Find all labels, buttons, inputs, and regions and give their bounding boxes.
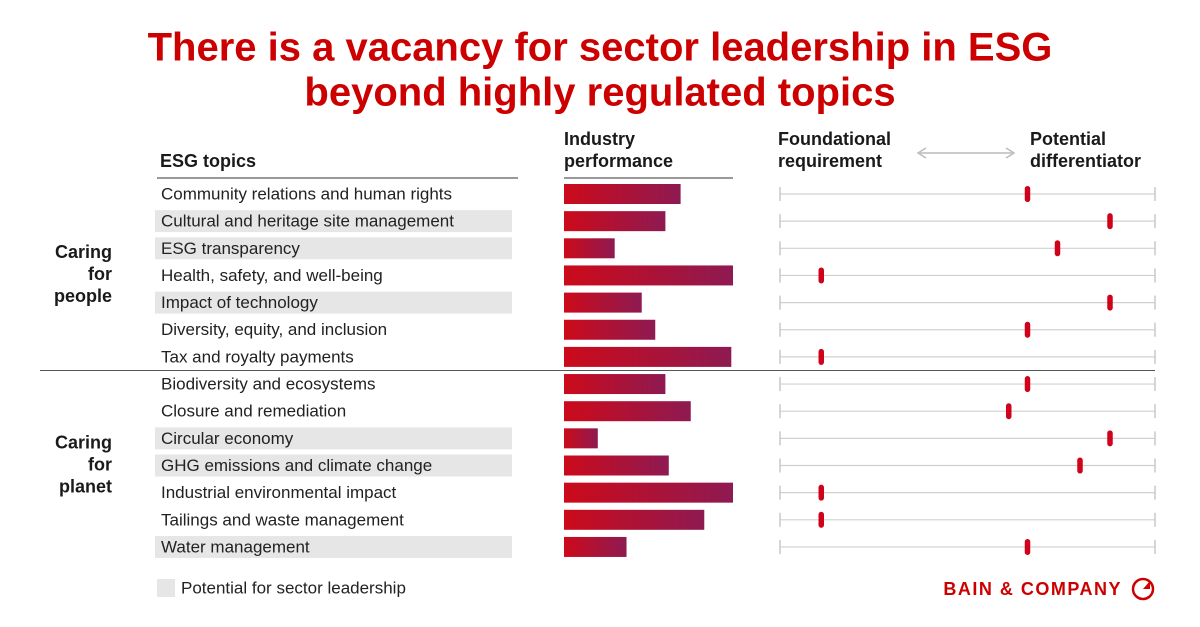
bar xyxy=(564,455,669,476)
bar xyxy=(564,211,666,232)
position-dot xyxy=(1107,294,1113,311)
chart-title: beyond highly regulated topics xyxy=(304,71,895,115)
column-header: Foundational xyxy=(778,129,891,149)
legend-swatch xyxy=(157,579,175,597)
position-dot xyxy=(1024,186,1031,202)
topic-label: GHG emissions and climate change xyxy=(161,456,432,475)
position-dot xyxy=(1024,376,1031,393)
group-label: planet xyxy=(59,476,112,496)
bar xyxy=(564,184,681,204)
position-dot xyxy=(1054,240,1061,257)
topic-label: Tailings and waste management xyxy=(161,510,404,529)
logo: BAIN & COMPANY xyxy=(943,579,1122,599)
group-label: Caring xyxy=(55,242,112,262)
topic-label: Biodiversity and ecosystems xyxy=(161,375,375,394)
bar xyxy=(564,265,733,286)
chart-title: There is a vacancy for sector leadership… xyxy=(148,26,1053,70)
column-header: Potential xyxy=(1030,129,1106,149)
position-dot xyxy=(1024,538,1031,555)
bar xyxy=(564,374,666,395)
bar xyxy=(564,509,705,530)
group-label: people xyxy=(54,286,112,306)
group-label: for xyxy=(88,264,112,284)
column-header: Industry xyxy=(564,129,635,149)
bar xyxy=(564,401,691,422)
topic-label: Industrial environmental impact xyxy=(161,483,397,502)
position-dot xyxy=(818,267,824,284)
position-dot xyxy=(1024,321,1031,338)
topic-label: Diversity, equity, and inclusion xyxy=(161,320,387,339)
position-dot xyxy=(818,484,824,501)
bar xyxy=(564,346,732,367)
bar xyxy=(564,536,627,557)
group-label: for xyxy=(88,454,112,474)
bar xyxy=(564,319,656,340)
bar xyxy=(564,428,598,449)
column-header: performance xyxy=(564,151,673,171)
position-dot xyxy=(1107,430,1113,447)
column-header: differentiator xyxy=(1030,151,1141,171)
topic-label: Cultural and heritage site management xyxy=(161,212,454,231)
highlight xyxy=(155,291,512,314)
highlight xyxy=(155,454,512,477)
topic-label: Health, safety, and well-being xyxy=(161,266,383,285)
topic-label: Tax and royalty payments xyxy=(161,347,354,366)
topic-label: ESG transparency xyxy=(161,239,300,258)
highlight xyxy=(155,535,512,558)
position-dot xyxy=(818,348,824,365)
bar xyxy=(564,292,642,313)
highlight xyxy=(155,210,512,233)
position-dot xyxy=(818,511,824,528)
bar xyxy=(564,482,733,503)
topic-label: Water management xyxy=(161,537,310,556)
group-label: Caring xyxy=(55,432,112,452)
topic-label: Closure and remediation xyxy=(161,402,346,421)
topic-label: Impact of technology xyxy=(161,293,318,312)
arrow-heads xyxy=(916,147,1016,159)
position-dot xyxy=(1107,213,1113,230)
position-dot xyxy=(1077,457,1083,474)
highlight xyxy=(155,237,512,260)
topic-label: Circular economy xyxy=(161,429,294,448)
legend-label: Potential for sector leadership xyxy=(181,578,406,597)
highlight xyxy=(155,427,512,450)
column-header: ESG topics xyxy=(160,151,256,171)
column-header: requirement xyxy=(778,151,882,171)
logo-icon xyxy=(1143,581,1150,589)
bar xyxy=(564,238,615,259)
position-dot xyxy=(1006,403,1012,420)
topic-label: Community relations and human rights xyxy=(161,184,452,203)
logo-icon xyxy=(1131,577,1155,601)
